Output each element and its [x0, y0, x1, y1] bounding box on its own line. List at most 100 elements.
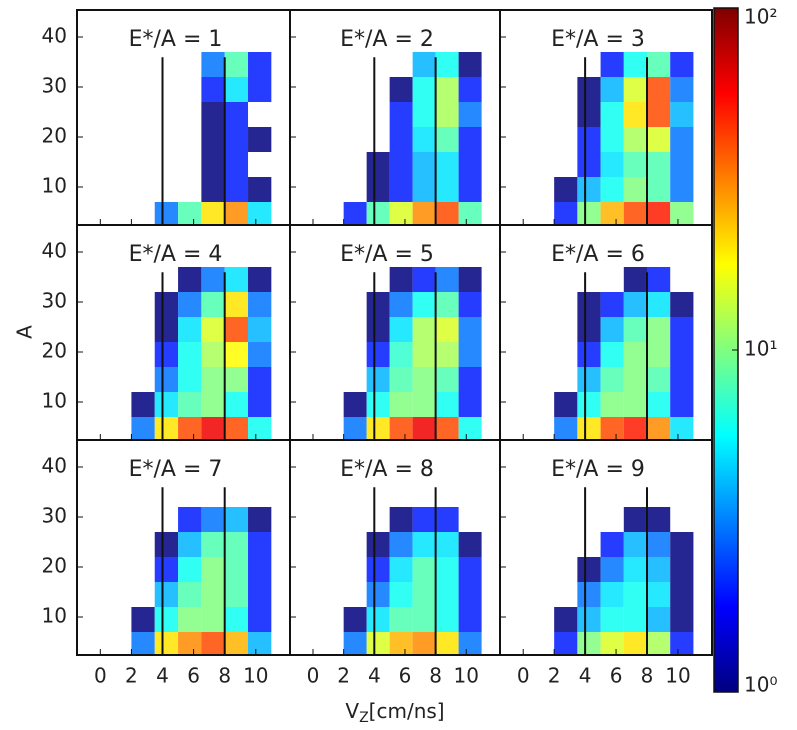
heat-cell [435, 342, 459, 367]
panel [131, 487, 272, 655]
heat-cell [248, 607, 272, 632]
y-tick-label: 20 [42, 339, 67, 363]
heat-cell [577, 557, 601, 582]
heat-cell [458, 632, 482, 655]
heat-cell [554, 392, 578, 417]
heat-cell [248, 507, 272, 532]
heat-cell [600, 632, 624, 655]
heat-cell [412, 392, 436, 417]
heat-cell [600, 392, 624, 417]
heat-cell [201, 367, 225, 392]
panel [554, 267, 694, 440]
heat-cell [389, 367, 413, 392]
heat-cell [154, 607, 179, 632]
heat-cell [577, 417, 601, 440]
heat-cell [389, 532, 413, 557]
heat-cell [600, 52, 624, 77]
heat-cell [647, 292, 671, 317]
heat-cell [412, 632, 436, 655]
heat-cell [670, 607, 694, 632]
heat-cell [224, 342, 249, 367]
heat-cell [435, 607, 459, 632]
panel [131, 267, 272, 440]
heat-cell [201, 177, 225, 202]
heat-cell [366, 367, 390, 392]
heat-cell [577, 392, 601, 417]
heat-cell [248, 367, 272, 392]
heat-cell [201, 102, 225, 127]
heat-cell [623, 417, 648, 440]
heat-cell [647, 102, 671, 127]
heat-cell [201, 127, 225, 152]
heat-cell [647, 52, 671, 77]
heat-cell [670, 532, 694, 557]
heat-cell [178, 202, 202, 225]
heat-cell [224, 177, 249, 202]
heat-cell [366, 202, 390, 225]
heat-cell [412, 507, 436, 532]
heat-cell [458, 202, 482, 225]
x-label-unit: [cm/ns] [369, 699, 445, 723]
heat-cell [435, 632, 459, 655]
heat-cell [670, 632, 694, 655]
heat-cell [178, 557, 202, 582]
heat-cell [178, 507, 202, 532]
heat-cell [600, 177, 624, 202]
heat-cell [366, 632, 390, 655]
panel-title: E*/A = 2 [340, 27, 434, 52]
heat-cell [458, 532, 482, 557]
panel-title: E*/A = 5 [340, 242, 434, 267]
heat-cell [412, 342, 436, 367]
heat-cell [389, 202, 413, 225]
heat-cell [623, 202, 648, 225]
x-tick-label: 2 [548, 664, 561, 688]
heat-cell [412, 77, 436, 102]
heat-cell [412, 202, 436, 225]
heat-cell [670, 202, 694, 225]
heat-cell [435, 532, 459, 557]
heat-cell [670, 52, 694, 77]
heat-cell [435, 317, 459, 342]
heat-cell [458, 557, 482, 582]
heat-cell [670, 77, 694, 102]
heat-cell [366, 392, 390, 417]
x-tick-label: 6 [187, 664, 200, 688]
heat-cell [458, 127, 482, 152]
heat-cell [366, 557, 390, 582]
heat-cell [248, 127, 272, 152]
heat-cell [412, 52, 436, 77]
panel [554, 487, 694, 655]
y-tick-label: 20 [42, 554, 67, 578]
heat-cell [623, 582, 648, 607]
heat-cell [248, 342, 272, 367]
heat-cell [577, 202, 601, 225]
heat-cell [248, 632, 272, 655]
panel [343, 267, 482, 440]
heat-cell [389, 342, 413, 367]
heat-cell [435, 267, 459, 292]
heat-cell [389, 317, 413, 342]
heat-cell [178, 607, 202, 632]
heat-cell [248, 292, 272, 317]
heat-cell [458, 52, 482, 77]
heat-cell [600, 202, 624, 225]
heat-cell [647, 152, 671, 177]
heat-cell [435, 292, 459, 317]
heat-cell [248, 392, 272, 417]
heat-cell [670, 582, 694, 607]
heat-cell [412, 152, 436, 177]
heat-cell [366, 292, 390, 317]
heat-cell [623, 367, 648, 392]
heat-cell [623, 52, 648, 77]
heat-cell [366, 317, 390, 342]
heat-cell [458, 177, 482, 202]
heat-cell [554, 202, 578, 225]
heat-cell [623, 127, 648, 152]
heat-cell [178, 342, 202, 367]
panel [154, 52, 272, 225]
heat-cell [343, 607, 367, 632]
heat-cell [389, 177, 413, 202]
heat-cell [647, 342, 671, 367]
heat-cell [178, 317, 202, 342]
heat-cell [670, 317, 694, 342]
